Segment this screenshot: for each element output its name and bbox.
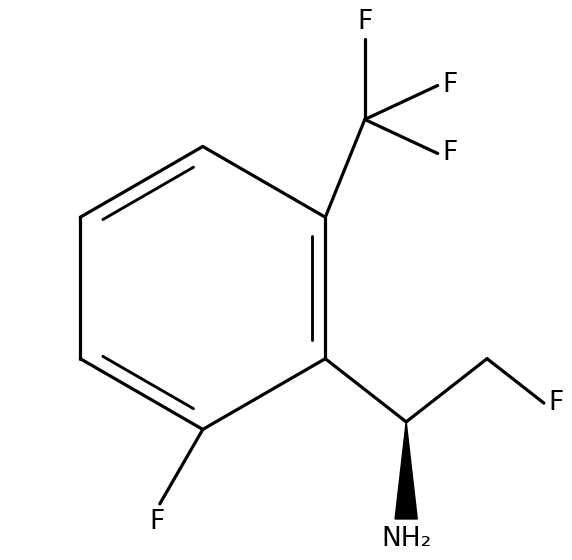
Polygon shape bbox=[395, 422, 417, 519]
Text: F: F bbox=[549, 390, 563, 416]
Text: NH₂: NH₂ bbox=[381, 526, 431, 552]
Text: F: F bbox=[442, 141, 458, 166]
Text: F: F bbox=[149, 510, 165, 535]
Text: F: F bbox=[442, 72, 458, 99]
Text: F: F bbox=[357, 8, 372, 35]
